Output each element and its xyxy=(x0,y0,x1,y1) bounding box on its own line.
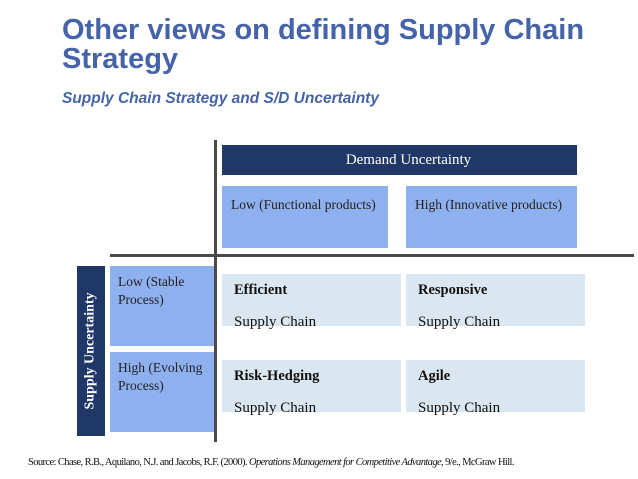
slide-title: Other views on defining Supply Chain Str… xyxy=(62,14,585,75)
demand-uncertainty-header: Demand Uncertainty xyxy=(222,145,577,175)
cell-subtitle: Supply Chain xyxy=(234,400,317,416)
cell-subtitle: Supply Chain xyxy=(418,400,501,416)
cell-efficient: Efficient Supply Chain xyxy=(222,274,401,330)
row-header-low: Low (Stable Process) xyxy=(110,266,214,346)
horizontal-divider xyxy=(110,254,634,257)
cell-agile: Agile Supply Chain xyxy=(406,360,585,416)
slide-subtitle: Supply Chain Strategy and S/D Uncertaint… xyxy=(62,90,379,107)
cell-subtitle: Supply Chain xyxy=(418,314,501,330)
source-suffix: , 9/e., McGraw Hill. xyxy=(441,457,514,468)
column-header-low: Low (Functional products) xyxy=(222,186,388,248)
source-prefix: Source: Chase, R.B., Aquilano, N.J. and … xyxy=(28,457,249,468)
cell-title: Responsive xyxy=(418,282,488,298)
source-citation: Source: Chase, R.B., Aquilano, N.J. and … xyxy=(28,457,515,468)
row-header-high: High (Evolving Process) xyxy=(110,352,214,432)
column-header-high: High (Innovative products) xyxy=(406,186,577,248)
cell-risk-hedging: Risk-Hedging Supply Chain xyxy=(222,360,401,416)
source-book-title: Operations Management for Competitive Ad… xyxy=(248,457,442,468)
cell-title: Agile xyxy=(418,368,451,384)
cell-title: Risk-Hedging xyxy=(234,368,320,384)
cell-responsive: Responsive Supply Chain xyxy=(406,274,585,330)
vertical-divider xyxy=(214,140,217,442)
supply-uncertainty-header: Supply Uncertainty xyxy=(77,266,105,436)
cell-title: Efficient xyxy=(234,282,288,298)
cell-subtitle: Supply Chain xyxy=(234,314,317,330)
supply-uncertainty-label: Supply Uncertainty xyxy=(83,292,99,410)
